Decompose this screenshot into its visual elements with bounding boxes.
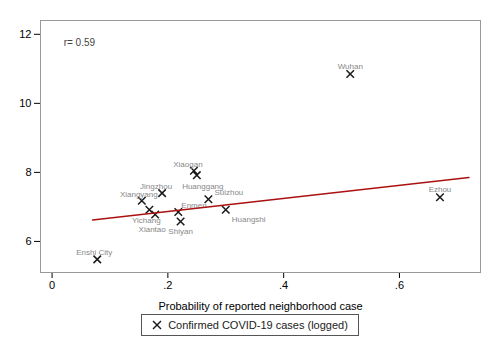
svg-text:.4: .4 xyxy=(279,279,288,291)
svg-text:Huanggang: Huanggang xyxy=(182,181,224,191)
svg-text:0: 0 xyxy=(49,279,55,291)
svg-text:r= 0.59: r= 0.59 xyxy=(64,37,96,48)
svg-text:Shiyan: Shiyan xyxy=(168,227,192,236)
svg-text:Suizhou: Suizhou xyxy=(214,188,243,197)
svg-text:8: 8 xyxy=(25,166,31,178)
svg-text:Xiangyang: Xiangyang xyxy=(120,190,158,199)
svg-text:Enmen: Enmen xyxy=(181,201,207,211)
svg-text:Jingzhou: Jingzhou xyxy=(140,182,173,192)
svg-text:10: 10 xyxy=(19,97,31,109)
svg-text:Yichang: Yichang xyxy=(132,216,161,225)
svg-text:Wuhan: Wuhan xyxy=(338,62,363,71)
svg-text:Probability of reported neighb: Probability of reported neighborhood cas… xyxy=(158,300,362,312)
svg-text:.6: .6 xyxy=(395,279,404,291)
svg-text:Xiantao: Xiantao xyxy=(139,225,167,234)
svg-text:.2: .2 xyxy=(163,279,172,291)
svg-text:Enshi City: Enshi City xyxy=(76,248,112,257)
svg-text:12: 12 xyxy=(19,28,31,40)
svg-text:6: 6 xyxy=(25,235,31,247)
svg-text:Xiaogan: Xiaogan xyxy=(173,160,202,169)
svg-text:Ezhou: Ezhou xyxy=(429,185,452,194)
html-text:Confirmed COVID-19 cases (logg: Confirmed COVID-19 cases (logged) xyxy=(168,319,348,331)
svg-text:Huangshi: Huangshi xyxy=(232,215,266,224)
